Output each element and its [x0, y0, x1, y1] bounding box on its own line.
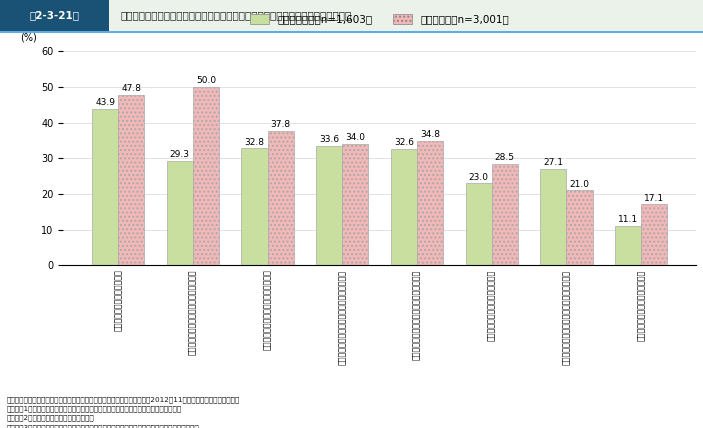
Bar: [465, 183, 491, 265]
Legend: 小規模事業者（n=1,603）, 中規模企業（n=3,001）: 小規模事業者（n=1,603）, 中規模企業（n=3,001）: [246, 9, 513, 28]
Text: 33.6: 33.6: [319, 135, 340, 144]
Text: 32.6: 32.6: [394, 138, 414, 147]
Bar: [567, 190, 593, 265]
Text: 34.0: 34.0: [345, 133, 366, 142]
Text: （注）　1．小規模事業者については、常用従業員数１人以上の事業者を集計している。: （注） 1．小規模事業者については、常用従業員数１人以上の事業者を集計している。: [7, 405, 182, 412]
Bar: [491, 164, 518, 265]
FancyBboxPatch shape: [0, 0, 109, 31]
Bar: [241, 149, 268, 265]
Text: 3．ここでいう社内外の関係者とは、株主、役員・従業員、取引先、金融機関等をいう。: 3．ここでいう社内外の関係者とは、株主、役員・従業員、取引先、金融機関等をいう。: [7, 424, 200, 428]
Text: 17.1: 17.1: [644, 193, 664, 202]
Text: 後継者を支える組織体制を構築すること: 後継者を支える組織体制を構築すること: [188, 270, 198, 355]
Bar: [92, 109, 118, 265]
Text: 34.8: 34.8: [420, 131, 440, 140]
Text: 後継者へ段階的に権限を委譲すること: 後継者へ段階的に権限を委譲すること: [263, 270, 272, 351]
Bar: [540, 169, 567, 265]
Text: 23.0: 23.0: [469, 172, 489, 181]
Text: 50.0: 50.0: [196, 76, 216, 85]
Bar: [118, 95, 144, 265]
Bar: [167, 161, 193, 265]
Text: 27.1: 27.1: [543, 158, 563, 167]
Text: 経営者が後継者の求めに応じて協力すること: 経営者が後継者の求めに応じて協力すること: [562, 270, 571, 365]
Text: 経営者の文代時期を明示すること: 経営者の文代時期を明示すること: [487, 270, 496, 341]
Bar: [268, 131, 294, 265]
Text: 32.8: 32.8: [245, 137, 264, 147]
Text: 後継者が自社で活躍すること: 後継者が自社で活躍すること: [114, 270, 123, 331]
Text: 規模別の社内外の関係者から承継への理解を得るために効果的な取組（複数回答）: 規模別の社内外の関係者から承継への理解を得るために効果的な取組（複数回答）: [121, 10, 352, 21]
Bar: [641, 205, 667, 265]
Bar: [417, 141, 443, 265]
FancyBboxPatch shape: [109, 0, 703, 31]
Text: できる限り早期に後継者を明確にすること: できる限り早期に後継者を明確にすること: [413, 270, 422, 360]
Text: 第2-3-21図: 第2-3-21図: [30, 10, 79, 21]
Text: 28.5: 28.5: [495, 153, 515, 162]
Y-axis label: (%): (%): [20, 33, 37, 43]
Bar: [342, 144, 368, 265]
Text: 37.8: 37.8: [271, 120, 291, 129]
Text: 43.9: 43.9: [95, 98, 115, 107]
Text: 11.1: 11.1: [618, 215, 638, 224]
Bar: [316, 146, 342, 265]
Text: 47.8: 47.8: [121, 84, 141, 93]
Text: 後継者が自社株式を保有すること: 後継者が自社株式を保有すること: [636, 270, 645, 341]
Text: 後継者と関係者の納密なコミュニケーション: 後継者と関係者の納密なコミュニケーション: [337, 270, 347, 365]
Text: 2．「その他」は表示していない。: 2．「その他」は表示していない。: [7, 415, 95, 421]
Bar: [615, 226, 641, 265]
Bar: [193, 87, 219, 265]
Bar: [391, 149, 417, 265]
Text: 29.3: 29.3: [170, 150, 190, 159]
Text: 資料：中小企業庁委託「中小企業の事業承継に関するアンケート調査」（2012年11月、（株）野村総合研究所）: 資料：中小企業庁委託「中小企業の事業承継に関するアンケート調査」（2012年11…: [7, 396, 240, 402]
Text: 21.0: 21.0: [569, 180, 589, 189]
